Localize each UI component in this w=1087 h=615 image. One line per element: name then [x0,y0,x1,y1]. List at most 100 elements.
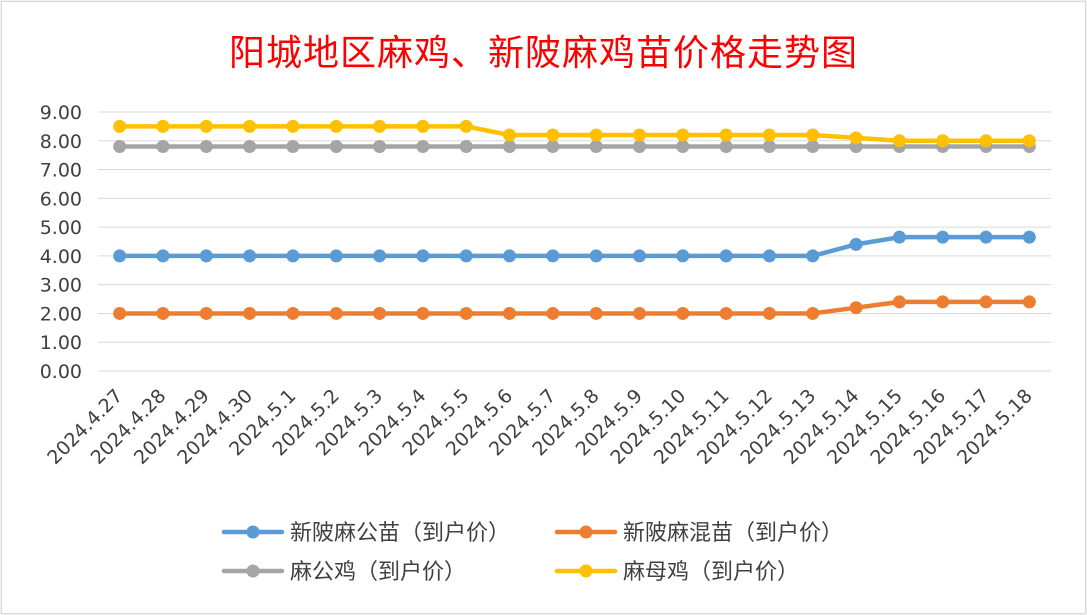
data-point [762,140,776,154]
data-point [1022,134,1036,148]
legend-marker [246,564,260,578]
y-tick-label: 9.00 [40,102,82,124]
data-point [286,306,300,320]
data-point [503,249,517,263]
data-point [156,306,170,320]
y-tick-label: 0.00 [40,361,82,383]
data-point [979,134,993,148]
series-line [117,124,1032,144]
data-point [1022,295,1036,309]
data-point [503,140,517,154]
data-point [286,119,300,133]
data-point [979,230,993,244]
y-tick-label: 8.00 [40,131,82,153]
data-point [632,249,646,263]
data-point [806,140,820,154]
data-point [156,119,170,133]
data-point [719,306,733,320]
data-point [589,306,603,320]
data-point [719,140,733,154]
data-point [243,119,257,133]
data-point [676,306,690,320]
data-point [676,140,690,154]
legend-label: 麻母鸡（到户价） [623,560,799,585]
data-point [546,140,560,154]
series-line [117,299,1032,316]
data-point [719,249,733,263]
data-point [1022,230,1036,244]
data-point [199,306,213,320]
data-point [546,306,560,320]
data-point [459,140,473,154]
data-point [286,249,300,263]
data-point [849,131,863,145]
data-point [503,128,517,142]
data-point [936,134,950,148]
y-tick-label: 3.00 [40,275,82,297]
data-point [459,249,473,263]
data-point [762,128,776,142]
data-point [373,249,387,263]
data-point [459,119,473,133]
data-point [936,295,950,309]
data-point [849,301,863,315]
data-point [243,249,257,263]
data-point [546,249,560,263]
data-point [589,140,603,154]
data-point [113,119,127,133]
data-point [329,249,343,263]
data-point [936,230,950,244]
chart-title: 阳城地区麻鸡、新陂麻鸡苗价格走势图 [228,33,858,74]
data-point [979,295,993,309]
data-point [416,119,430,133]
y-tick-label: 1.00 [40,332,82,354]
data-point [676,249,690,263]
legend-label: 新陂麻混苗（到户价） [623,521,843,546]
data-point [676,128,690,142]
data-point [199,140,213,154]
data-point [373,306,387,320]
y-tick-label: 2.00 [40,303,82,325]
data-point [632,140,646,154]
data-point [503,306,517,320]
data-point [373,140,387,154]
data-point [156,140,170,154]
data-point [892,230,906,244]
data-point [806,128,820,142]
data-point [329,140,343,154]
data-point [243,140,257,154]
series-line [117,234,1032,259]
data-point [416,249,430,263]
data-point [416,306,430,320]
data-point [199,249,213,263]
data-point [113,249,127,263]
y-tick-label: 5.00 [40,217,82,239]
legend-marker [579,564,593,578]
data-point [113,140,127,154]
data-point [849,237,863,251]
y-tick-label: 6.00 [40,188,82,210]
data-point [156,249,170,263]
data-point [243,306,257,320]
data-point [762,249,776,263]
data-point [892,295,906,309]
data-point [329,119,343,133]
legend-marker [246,525,260,539]
y-tick-label: 4.00 [40,246,82,268]
data-point [416,140,430,154]
data-point [113,306,127,320]
data-point [632,128,646,142]
data-point [632,306,646,320]
data-point [892,134,906,148]
data-point [459,306,473,320]
data-point [589,128,603,142]
data-point [329,306,343,320]
data-point [719,128,733,142]
data-point [286,140,300,154]
data-point [199,119,213,133]
data-point [806,249,820,263]
legend-marker [579,525,593,539]
data-point [546,128,560,142]
